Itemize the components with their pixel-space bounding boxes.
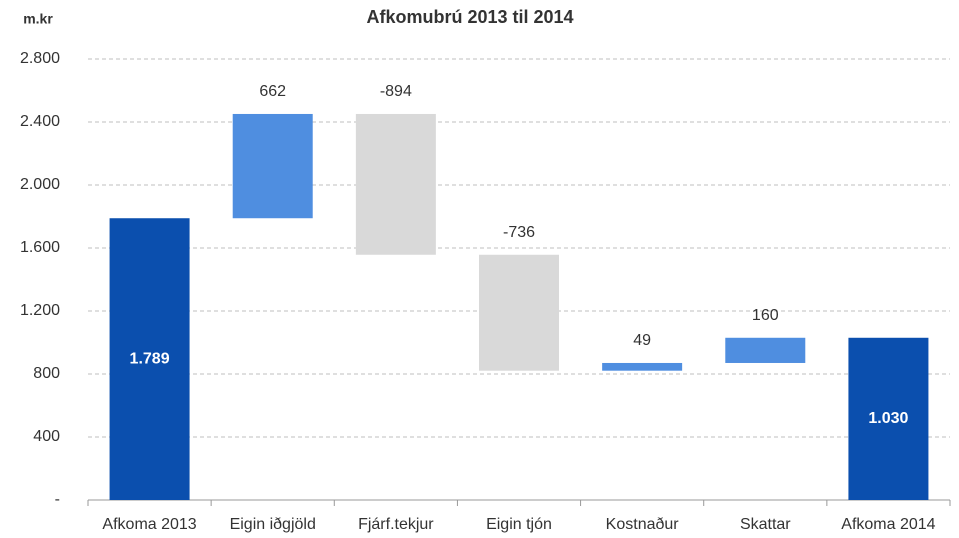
x-tick-label: Fjárf.tekjur [358, 516, 434, 533]
bar [109, 218, 190, 501]
data-label: 1.789 [130, 350, 170, 367]
bar [355, 113, 436, 255]
chart-title: Afkomubrú 2013 til 2014 [366, 7, 573, 27]
x-tick-label: Eigin tjón [486, 516, 552, 533]
x-tick-label: Afkoma 2014 [841, 516, 935, 533]
y-tick-label: - [55, 491, 60, 508]
bar [479, 254, 559, 371]
x-tick-label: Eigin iðgjöld [230, 516, 316, 533]
data-label: 160 [752, 307, 779, 324]
y-tick-label: 1.600 [20, 239, 60, 256]
data-label: 1.030 [868, 410, 908, 427]
y-tick-label: 1.200 [20, 302, 60, 319]
bar [848, 337, 929, 500]
y-tick-label: 800 [33, 365, 60, 382]
y-tick-label: 2.400 [20, 113, 60, 130]
y-tick-label: 400 [33, 428, 60, 445]
data-label: -736 [503, 224, 535, 241]
bar [602, 362, 683, 371]
data-label: 49 [633, 332, 651, 349]
data-label: 662 [259, 83, 286, 100]
x-tick-label: Skattar [740, 516, 791, 533]
x-tick-label: Kostnaður [606, 516, 680, 533]
y-tick-label: 2.800 [20, 50, 60, 67]
bar [232, 113, 313, 219]
y-axis-label: m.kr [23, 11, 53, 27]
x-tick-label: Afkoma 2013 [102, 516, 196, 533]
bar [725, 337, 806, 363]
y-tick-label: 2.000 [20, 176, 60, 193]
data-label: -894 [380, 83, 412, 100]
